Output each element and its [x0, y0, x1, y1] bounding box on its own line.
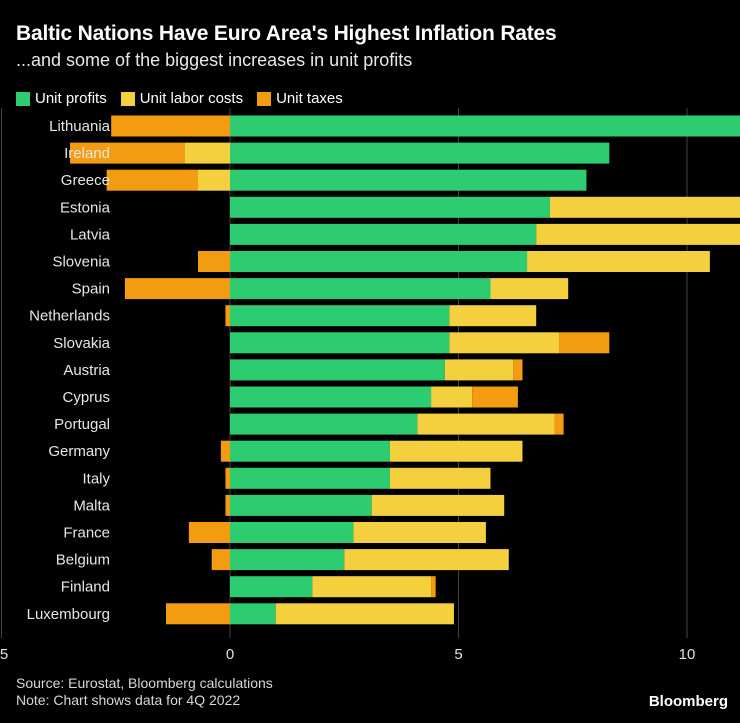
bar-chart: Lithuania Ireland Greece Estonia Latvia Slove… — [0, 108, 740, 663]
x-tick-label: 5 — [454, 646, 462, 663]
bar-layer — [70, 115, 740, 625]
bar-unit-taxes — [513, 359, 523, 381]
bar-unit-profits — [230, 494, 372, 516]
bar-unit-profits — [230, 251, 528, 272]
bar-unit-profits — [230, 169, 587, 191]
bar-unit-labor-costs — [549, 196, 740, 218]
bar-unit-profits — [230, 196, 550, 218]
category-label: Greece — [61, 172, 110, 189]
bar-unit-labor-costs — [444, 359, 514, 381]
bar-unit-taxes — [472, 386, 518, 408]
x-tick-label: 10 — [679, 646, 696, 663]
category-label: Ireland — [64, 145, 110, 162]
category-label: Spain — [72, 281, 110, 298]
bar-unit-profits — [230, 576, 313, 598]
bar-unit-labor-costs — [527, 251, 710, 272]
legend-swatch-unit-taxes — [257, 91, 272, 106]
bar-unit-profits — [230, 603, 276, 625]
bar-unit-profits — [230, 549, 345, 571]
bar-unit-labor-costs — [449, 305, 537, 327]
bar-unit-labor-costs — [389, 467, 491, 489]
category-label: Malta — [73, 497, 110, 514]
bar-unit-profits — [230, 115, 740, 137]
bar-unit-taxes — [225, 467, 230, 489]
x-tick-label: -5 — [0, 646, 8, 663]
bar-unit-labor-costs — [312, 576, 432, 598]
legend: Unit profits Unit labor costs Unit taxes — [16, 90, 343, 107]
bar-unit-taxes — [211, 549, 230, 571]
source-notes: Source: Eurostat, Bloomberg calculations… — [16, 675, 273, 709]
bar-unit-taxes — [431, 576, 436, 598]
legend-label-unit-taxes: Unit taxes — [276, 90, 343, 107]
category-label: Latvia — [70, 226, 111, 243]
category-label-layer: Lithuania Ireland Greece Estonia Latvia Slove… — [27, 118, 111, 623]
bar-unit-profits — [230, 522, 354, 543]
bar-unit-taxes — [559, 332, 610, 354]
bar-unit-labor-costs — [275, 603, 454, 625]
bar-unit-profits — [230, 305, 450, 327]
category-label: Italy — [82, 470, 110, 487]
bar-unit-labor-costs — [353, 522, 486, 543]
category-label: France — [63, 525, 110, 542]
bar-unit-taxes — [225, 494, 230, 516]
bar-unit-taxes — [198, 251, 230, 272]
bar-unit-labor-costs — [449, 332, 560, 354]
bar-unit-profits — [230, 440, 390, 462]
category-label: Slovakia — [53, 335, 110, 352]
bar-unit-labor-costs — [490, 278, 569, 300]
bar-unit-profits — [230, 223, 537, 245]
chart-subtitle: ...and some of the biggest increases in … — [16, 50, 413, 70]
x-axis-tick-layer: -505101520% — [0, 646, 696, 663]
category-label: Netherlands — [29, 308, 110, 325]
legend-label-unit-labor-costs: Unit labor costs — [139, 90, 244, 107]
bar-unit-labor-costs — [344, 549, 509, 571]
bar-unit-taxes — [106, 169, 199, 191]
bar-unit-taxes — [220, 440, 230, 462]
bar-unit-taxes — [554, 413, 564, 435]
bar-unit-labor-costs — [536, 223, 740, 245]
legend-item-unit-profits: Unit profits — [16, 90, 107, 107]
legend-swatch-unit-profits — [16, 91, 30, 106]
legend-swatch-unit-labor-costs — [120, 91, 135, 106]
category-label: Slovenia — [52, 254, 110, 271]
bar-unit-labor-costs — [389, 440, 523, 462]
source-text: Source: Eurostat, Bloomberg calculations — [16, 675, 273, 691]
bar-unit-profits — [230, 278, 491, 300]
x-tick-label: 0 — [226, 646, 234, 663]
category-label: Portugal — [54, 416, 110, 433]
bar-unit-profits — [230, 467, 390, 489]
bar-unit-profits — [230, 332, 450, 354]
category-label: Austria — [63, 362, 110, 379]
legend-item-unit-labor-costs: Unit labor costs — [120, 90, 244, 107]
bar-unit-taxes — [111, 115, 230, 137]
category-label: Lithuania — [49, 118, 111, 135]
bar-unit-labor-costs — [184, 142, 230, 164]
note-text: Note: Chart shows data for 4Q 2022 — [16, 692, 241, 708]
bar-unit-taxes — [124, 278, 230, 300]
category-label: Belgium — [56, 552, 110, 569]
bar-unit-taxes — [225, 305, 230, 327]
category-label: Cyprus — [62, 389, 110, 406]
bar-unit-taxes — [70, 142, 185, 164]
bar-unit-taxes — [188, 522, 230, 543]
bar-unit-labor-costs — [417, 413, 555, 435]
bar-unit-taxes — [166, 603, 230, 625]
bloomberg-logo: Bloomberg — [648, 693, 728, 710]
bar-unit-profits — [230, 359, 445, 381]
bar-unit-labor-costs — [371, 494, 505, 516]
bar-unit-labor-costs — [198, 169, 230, 191]
bar-unit-profits — [230, 386, 432, 408]
legend-label-unit-profits: Unit profits — [35, 90, 107, 107]
chart-title: Baltic Nations Have Euro Area's Highest … — [16, 22, 557, 45]
category-label: Germany — [48, 443, 110, 460]
category-label: Finland — [61, 579, 110, 596]
bar-unit-profits — [230, 142, 610, 164]
category-label: Estonia — [60, 199, 111, 216]
category-label: Luxembourg — [27, 606, 110, 623]
bar-unit-labor-costs — [431, 386, 473, 408]
legend-item-unit-taxes: Unit taxes — [257, 90, 343, 107]
bar-unit-profits — [230, 413, 418, 435]
